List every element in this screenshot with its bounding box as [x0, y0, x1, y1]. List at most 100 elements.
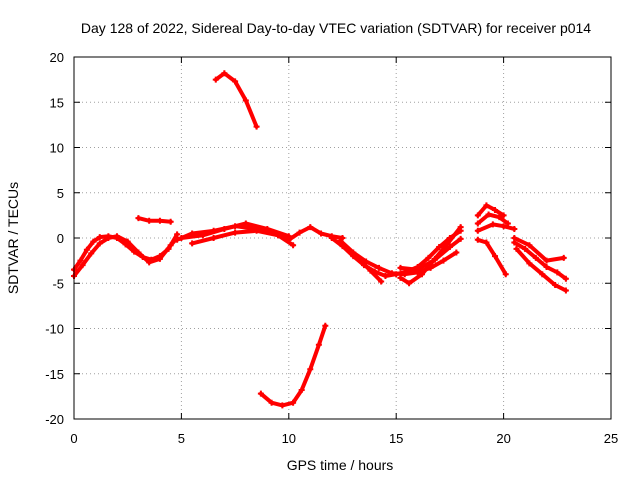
data-point: [504, 220, 511, 227]
data-point: [562, 287, 569, 294]
data-point: [502, 271, 509, 278]
data-point: [156, 255, 163, 262]
y-tick-label: -10: [45, 322, 64, 337]
data-point: [483, 202, 490, 209]
data-point: [401, 271, 408, 278]
chart-title: Day 128 of 2022, Sidereal Day-to-day VTE…: [81, 20, 591, 36]
data-point: [221, 225, 228, 232]
data-point: [492, 206, 499, 213]
data-point: [425, 254, 432, 261]
data-point: [285, 236, 292, 243]
data-point: [174, 236, 181, 243]
data-point: [328, 235, 335, 241]
data-point: [522, 245, 529, 252]
data-point: [167, 242, 174, 249]
x-tick-label: 0: [70, 431, 77, 446]
y-axis-label: SDTVAR / TECUs: [5, 182, 21, 294]
data-point: [307, 366, 314, 373]
series-layer: [71, 70, 569, 409]
data-point: [457, 235, 464, 242]
data-point: [376, 264, 383, 271]
y-tick-label: 15: [50, 95, 64, 110]
data-point: [257, 390, 264, 397]
data-point: [290, 399, 297, 406]
data-point: [436, 244, 443, 251]
data-point: [532, 254, 539, 261]
data-point: [444, 240, 451, 247]
data-point: [474, 220, 481, 227]
data-point: [77, 257, 84, 264]
data-point: [414, 266, 421, 273]
data-point: [526, 242, 533, 249]
data-point: [474, 227, 481, 234]
x-axis-label: GPS time / hours: [287, 457, 394, 473]
data-point: [367, 267, 374, 274]
tick-marks: [73, 56, 612, 420]
data-point: [418, 271, 425, 278]
data-point: [345, 246, 352, 253]
data-point: [489, 221, 496, 228]
data-point: [560, 254, 567, 261]
data-point: [279, 402, 286, 409]
data-point: [397, 264, 404, 271]
data-point: [500, 223, 507, 230]
y-tick-label: -20: [45, 412, 64, 427]
data-point: [513, 245, 520, 252]
data-point: [440, 257, 447, 264]
data-point: [496, 214, 503, 221]
series-line-s3: [136, 216, 173, 224]
series-line-s2: [72, 234, 180, 278]
data-point: [290, 242, 297, 249]
data-point: [511, 225, 518, 232]
series-line-s17: [475, 237, 508, 277]
data-point: [307, 224, 314, 231]
data-point: [296, 229, 303, 236]
data-point: [539, 271, 546, 278]
y-tick-label: 5: [57, 186, 64, 201]
series-line-s21: [512, 236, 566, 263]
x-tick-label: 25: [604, 431, 618, 446]
data-point: [113, 233, 120, 240]
data-point: [124, 238, 131, 245]
data-point: [268, 399, 275, 406]
data-point: [253, 227, 260, 234]
data-point: [318, 230, 325, 237]
data-point: [378, 278, 385, 285]
data-point: [492, 253, 499, 260]
data-point: [199, 232, 206, 239]
data-point: [382, 273, 389, 280]
data-point: [135, 249, 142, 256]
y-tick-label: 20: [50, 50, 64, 65]
data-point: [156, 217, 163, 224]
x-tick-label: 15: [389, 431, 403, 446]
data-point: [253, 123, 260, 130]
data-point: [221, 70, 228, 77]
data-point: [453, 249, 460, 256]
data-point: [210, 235, 217, 241]
data-point: [275, 232, 282, 239]
data-point: [337, 237, 344, 244]
data-point: [474, 236, 481, 243]
data-point: [483, 239, 490, 246]
data-point: [388, 270, 395, 277]
series-line-s16: [475, 222, 517, 233]
series-line-s18: [475, 212, 510, 226]
y-tick-label: -15: [45, 367, 64, 382]
data-point: [474, 212, 481, 219]
data-point: [543, 263, 550, 270]
series-line-s12: [346, 247, 384, 284]
data-point: [485, 211, 492, 218]
data-point: [83, 246, 90, 253]
y-tick-label: 10: [50, 141, 64, 156]
data-point: [189, 240, 196, 247]
data-point: [543, 257, 550, 264]
data-point: [446, 244, 453, 251]
data-point: [96, 240, 103, 247]
data-point: [105, 235, 112, 241]
data-point: [298, 387, 305, 394]
data-point: [135, 215, 142, 222]
data-point: [90, 238, 97, 245]
data-point: [146, 217, 153, 224]
data-point: [397, 274, 404, 281]
